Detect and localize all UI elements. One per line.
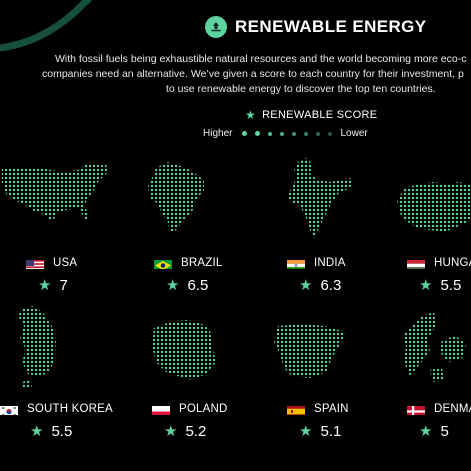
country-usa: USA ★ 7 <box>26 256 77 294</box>
country-name: BRAZIL <box>181 257 223 269</box>
star-icon: ★ <box>419 423 433 440</box>
poland-map <box>152 320 216 380</box>
star-icon: ★ <box>166 277 180 294</box>
star-icon: ★ <box>38 277 52 294</box>
score-legend-title: ★ RENEWABLE SCORE <box>245 108 377 122</box>
star-icon: ★ <box>419 277 433 294</box>
star-icon: ★ <box>299 423 313 440</box>
country-score: 6.5 <box>187 276 209 294</box>
decorative-swoosh <box>0 0 92 52</box>
spain-flag-icon <box>287 404 305 415</box>
scale-dots <box>242 131 333 136</box>
country-name: USA <box>53 257 78 269</box>
denmark-map <box>402 312 466 382</box>
scale-lower-label: Lower <box>340 128 368 139</box>
denmark-flag-icon <box>407 404 425 415</box>
india-map <box>286 158 354 238</box>
country-score: 5.1 <box>320 422 342 440</box>
header: RENEWABLE ENERGY <box>205 16 427 38</box>
south-korea-flag-icon <box>0 404 18 415</box>
star-icon: ★ <box>30 423 44 440</box>
country-score: 5.5 <box>51 422 73 440</box>
country-brazil: BRAZIL ★ 6.5 <box>154 256 222 294</box>
star-icon: ★ <box>299 277 313 294</box>
us-flag-icon <box>26 258 44 269</box>
country-score: 7 <box>59 276 68 294</box>
star-icon: ★ <box>164 423 178 440</box>
country-hungary: HUNGA ★ 5.5 <box>407 256 471 294</box>
usa-map <box>2 162 108 222</box>
country-score: 5 <box>440 422 449 440</box>
country-score: 6.3 <box>320 276 342 294</box>
brazil-map <box>148 162 204 234</box>
description-line: to use renewable energy to discover the … <box>166 83 436 95</box>
description-line: companies need an alternative. We’ve giv… <box>42 68 464 80</box>
brazil-flag-icon <box>154 258 172 269</box>
country-score: 5.5 <box>440 276 462 294</box>
country-denmark: DENMA ★ 5 <box>407 402 471 440</box>
hungary-flag-icon <box>407 258 425 269</box>
country-name: SPAIN <box>314 403 349 415</box>
india-flag-icon <box>287 258 305 269</box>
hungary-map <box>397 182 471 232</box>
country-india: INDIA ★ 6.3 <box>287 256 346 294</box>
country-spain: SPAIN ★ 5.1 <box>287 402 349 440</box>
scale-higher-label: Higher <box>203 128 233 139</box>
spain-map <box>274 324 346 378</box>
page-title: RENEWABLE ENERGY <box>235 17 427 36</box>
description-line: With fossil fuels being exhaustible natu… <box>55 53 467 65</box>
recycle-icon <box>205 16 227 38</box>
south-korea-map <box>18 306 56 388</box>
country-name: SOUTH KOREA <box>27 403 113 415</box>
country-score: 5.2 <box>185 422 207 440</box>
country-poland: POLAND ★ 5.2 <box>152 402 228 440</box>
country-name: INDIA <box>314 257 346 269</box>
score-legend-label: RENEWABLE SCORE <box>262 109 378 121</box>
country-name: DENMA <box>434 403 471 415</box>
country-south-korea: SOUTH KOREA ★ 5.5 <box>0 402 113 440</box>
country-name: HUNGA <box>434 257 471 269</box>
poland-flag-icon <box>152 404 170 415</box>
score-scale: Higher Lower <box>203 128 368 139</box>
star-icon: ★ <box>245 108 257 122</box>
country-name: POLAND <box>179 403 228 415</box>
